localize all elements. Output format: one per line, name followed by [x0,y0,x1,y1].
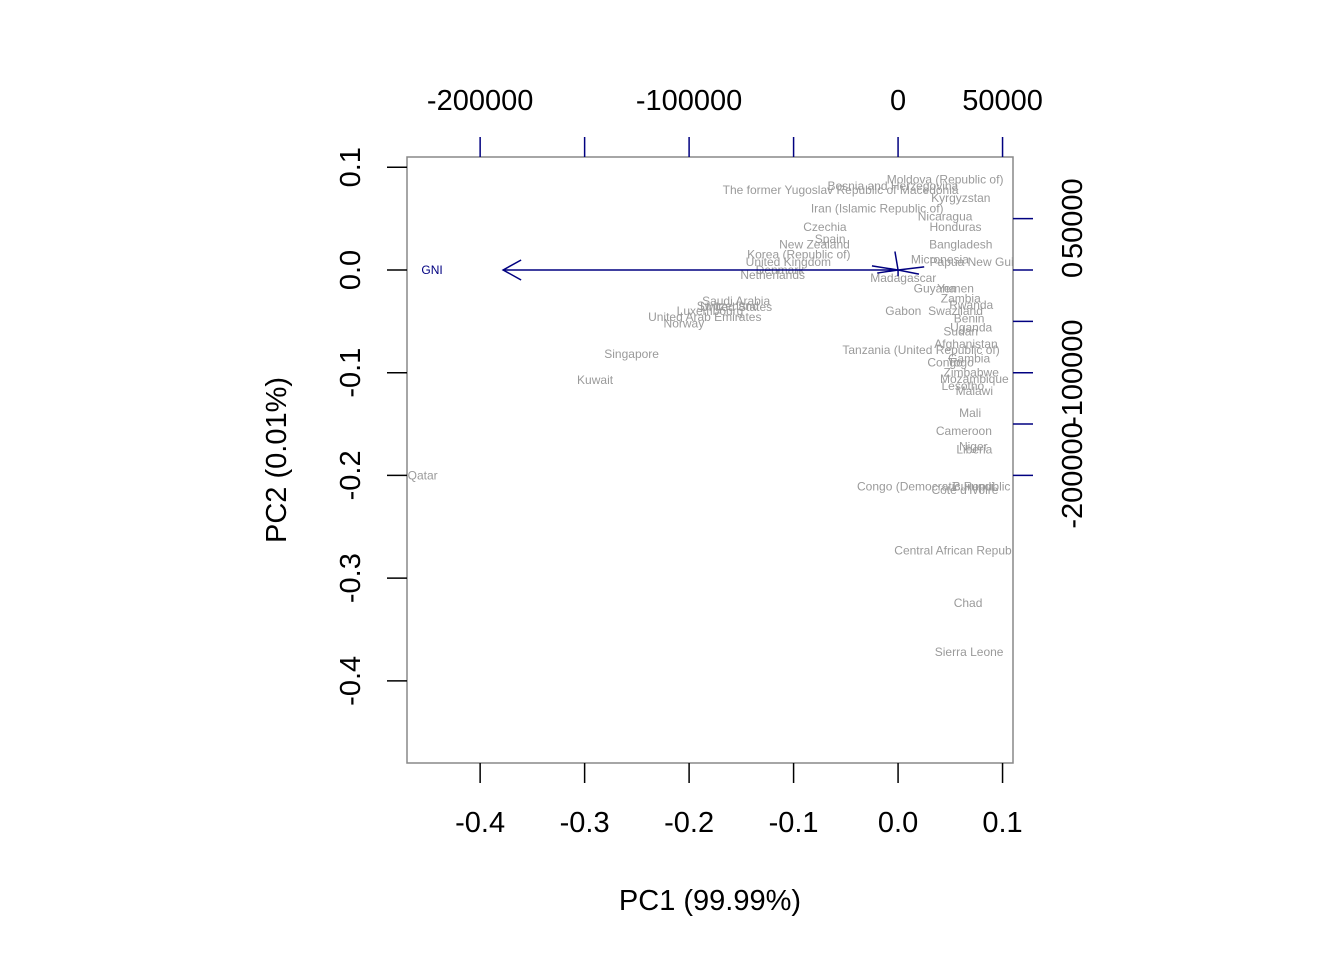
country-label: Mozambique [940,372,1009,386]
country-label: Gabon [885,304,921,318]
country-label: The former Yugoslav Republic of Macedoni… [723,183,959,197]
top-tick-label: -100000 [636,85,742,117]
y-axis-left: -0.4 -0.3 -0.2 -0.1 0.0 0.1 [335,147,407,706]
x-axis-title: PC1 (99.99%) [619,885,801,917]
country-label: United States [700,300,772,314]
country-label: Moldova (Republic of) [887,173,1004,187]
country-label: Korea (Republic of) [747,248,850,262]
country-label: Congo (Democratic Republic of the) [857,480,1048,494]
plot-frame [406,156,1014,764]
country-label: Kuwait [577,373,614,387]
country-label: Czechia [803,220,847,234]
country-label: Madagascar [870,271,936,285]
x-tick-label: 0.0 [878,807,918,839]
x-tick-label: -0.3 [560,807,610,839]
country-label: Swaziland [928,304,983,318]
country-label: Luxembourg [677,304,744,318]
country-label: Zambia [941,292,981,306]
country-label: Togo [948,355,974,369]
variable-label: GNI [421,263,442,277]
y-tick-label: 0.1 [335,147,367,187]
country-label: Papua New Guinea [930,255,1034,269]
country-label: Honduras [930,220,982,234]
country-label: Liberia [956,443,992,457]
short-loading-vector [897,269,920,275]
right-tick-label: 0 [1057,262,1089,278]
y-axis-title: PC2 (0.01%) [261,377,293,543]
country-label: Uganda [950,321,992,335]
y-axis-right: 50000 0 -100000-200000 [1013,178,1089,529]
x-tick-label: -0.4 [455,807,505,839]
country-label: Netherlands [740,268,805,282]
country-label: Niger [959,440,988,454]
country-label: Chad [954,596,983,610]
country-label: New Zealand [779,237,850,251]
country-label: Iran (Islamic Republic of) [811,201,944,215]
country-label: Congo [927,355,963,369]
country-label: Yemen [937,281,974,295]
country-label: Guyana [914,281,956,295]
country-label: Spain [815,232,846,246]
country-label: United Kingdom [746,255,831,269]
country-label: Micronesia [911,253,969,267]
country-label: Nicaragua [918,210,973,224]
country-label: Côte d'Ivoire [931,483,998,497]
country-label: Zimbabwe [944,366,1000,380]
country-label: Sudan [943,325,978,339]
x-tick-label: -0.2 [664,807,714,839]
country-label: Qatar [408,468,438,482]
country-label: Afghanistan [934,337,997,351]
x-axis-top: -200000 -100000 0 50000 [427,85,1043,157]
country-label: Saudi Arabia [702,294,770,308]
top-tick-label: 50000 [962,85,1043,117]
country-label: Singapore [604,347,659,361]
country-label: Gambia [948,351,990,365]
country-label: Lesotho [941,379,984,393]
y-tick-label: -0.4 [335,656,367,706]
country-label: Sierra Leone [935,645,1004,659]
short-loading-vector [897,266,925,271]
country-label: Cameroon [936,424,992,438]
right-tick-label: 50000 [1057,178,1089,259]
short-loading-vector [894,251,899,271]
country-label: Norway [664,316,705,330]
country-label: Kyrgyzstan [931,191,990,205]
x-tick-label: -0.1 [769,807,819,839]
loading-vector-arrowhead [501,259,522,281]
country-label: Tanzania (United Republic of) [842,343,999,357]
y-tick-label: -0.3 [335,553,367,603]
loading-vectors: GNI [421,251,925,281]
top-tick-label: -200000 [427,85,533,117]
country-label: Burundi [953,480,994,494]
right-tick-label: -100000 [1057,319,1089,425]
country-label: United Arab Emirates [648,310,761,324]
x-tick-label: 0.1 [982,807,1022,839]
country-label: Malawi [956,384,993,398]
y-tick-label: 0.0 [335,250,367,290]
country-label: Switzerland [697,299,759,313]
country-label: Rwanda [949,298,993,312]
y-tick-label: -0.1 [335,348,367,398]
country-label: Benin [954,311,985,325]
country-label: Mali [959,406,981,420]
right-tick-label: -200000 [1057,422,1089,528]
country-label: Central African Republic [894,543,1023,557]
top-tick-label: 0 [890,85,906,117]
country-label: Bosnia and Herzegovina [827,179,958,193]
y-tick-label: -0.2 [335,450,367,500]
country-label: Bangladesh [929,237,992,251]
x-axis-bottom: -0.4 -0.3 -0.2 -0.1 0.0 0.1 [455,763,1023,839]
